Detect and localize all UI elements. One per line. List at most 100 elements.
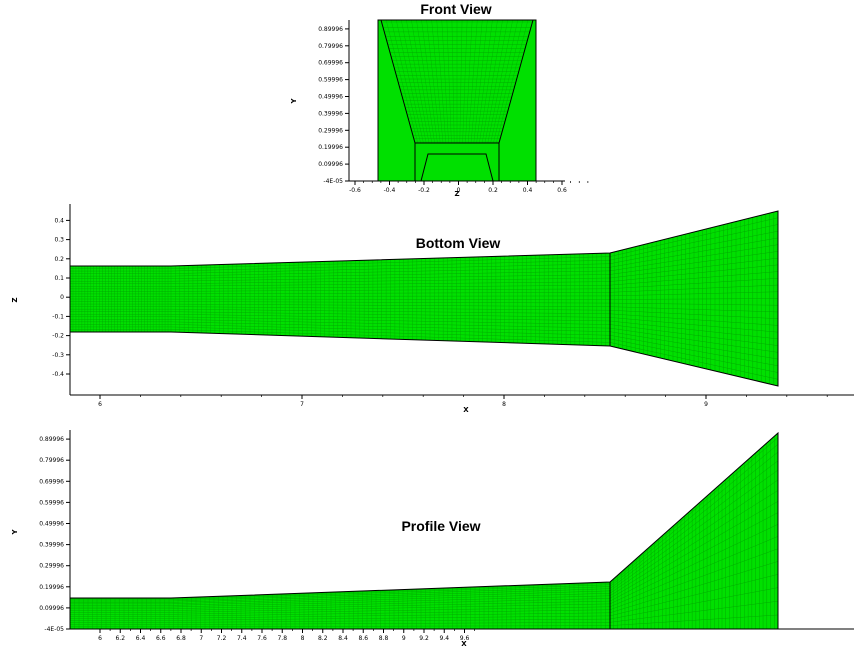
mesh-gridline — [70, 460, 779, 603]
mesh-gridline — [482, 19, 503, 144]
mesh-gridline — [70, 501, 779, 610]
profile-x-axis-label: X — [461, 640, 467, 648]
mesh-gridline — [459, 19, 463, 144]
x-tick-label: 9 — [704, 401, 708, 408]
mesh-gridline — [70, 316, 779, 346]
y-tick-label: -0.2 — [52, 333, 64, 340]
x-tick-label: 7.8 — [277, 635, 287, 642]
y-tick-label: 0.89996 — [318, 26, 343, 33]
mesh-gridline — [70, 251, 779, 282]
x-tick-label: 9.4 — [439, 635, 449, 642]
front-mesh-gridlines — [381, 19, 533, 144]
bottom-y-ticks: -0.4 -0.3 -0.2 -0.1 0 0.1 0.2 0.3 0.4 — [52, 217, 70, 378]
x-tick-label: 9 — [402, 635, 406, 642]
mesh-gridline — [70, 561, 779, 619]
y-tick-label: 0.09996 — [39, 605, 64, 612]
bottom-view-panel: Bottom View 6 7 8 9 -0.4 -0.3 -0.2 -0.1 0 0.1 0.2… — [11, 204, 854, 414]
x-tick-label: 9.2 — [419, 635, 429, 642]
mesh-gridline — [462, 19, 468, 144]
mesh-gridline — [490, 19, 518, 144]
y-tick-label: 0.69996 — [318, 60, 343, 67]
front-view-mesh — [377, 19, 537, 182]
mesh-gridline — [70, 614, 779, 628]
x-tick-label: 9.6 — [460, 635, 470, 642]
y-tick-label: 0.59996 — [318, 77, 343, 84]
front-view-axes: -0.6 -0.4 -0.2 0 0.2 0.4 0.6 -4E-05 0.09996 0.19… — [290, 20, 589, 198]
mesh-gridline — [70, 479, 779, 606]
mesh-gridline — [406, 19, 430, 144]
mesh-gridline — [70, 321, 779, 360]
profile-view-title: Profile View — [401, 518, 480, 534]
mesh-gridline — [70, 244, 779, 279]
mesh-gridline — [70, 224, 779, 272]
mesh-gridline — [470, 19, 483, 144]
mesh-gridline — [70, 271, 779, 290]
mesh-gridline — [493, 19, 524, 144]
x-tick-label: 0.4 — [523, 187, 533, 194]
bottom-mesh-outline — [69, 210, 779, 387]
bottom-view-mesh — [69, 210, 779, 387]
bottom-x-axis-label: X — [463, 406, 469, 414]
mesh-gridline — [70, 257, 779, 284]
y-tick-label: 0.49996 — [318, 94, 343, 101]
x-tick-label: 0.6 — [557, 187, 567, 194]
y-tick-label: -4E-05 — [44, 626, 64, 633]
mesh-gridline — [70, 329, 779, 380]
mesh-gridline — [70, 291, 779, 297]
mesh-gridline — [70, 319, 779, 353]
mesh-gridline — [446, 19, 452, 144]
x-tick-label: -0.2 — [418, 187, 430, 194]
profile-view-panel: Profile View 6 6.2 6.4 6.6 6.8 7 7.2 7.4 7.6 7.8 8… — [11, 430, 854, 648]
x-tick-label: 7 — [300, 401, 304, 408]
mesh-gridline — [70, 536, 779, 615]
profile-mesh-gridlines — [70, 436, 779, 629]
mesh-gridline — [70, 303, 779, 313]
mesh-gridline — [70, 298, 779, 300]
x-tick-label: 0 — [457, 187, 461, 194]
x-tick-label: 7.2 — [217, 635, 227, 642]
mesh-gridline — [70, 444, 779, 601]
x-tick-label: 8.6 — [358, 635, 368, 642]
mesh-gridline — [468, 19, 478, 144]
y-tick-label: 0.09996 — [318, 161, 343, 168]
x-tick-label: 6.6 — [156, 635, 166, 642]
mesh-gridline — [421, 19, 438, 144]
mesh-gridline — [70, 237, 779, 277]
mesh-gridline — [70, 587, 779, 623]
profile-x-ticks: 6 6.2 6.4 6.6 6.8 7 7.2 7.4 7.6 7.8 8 8.2 8.4 8.6 8.8 9… — [98, 629, 475, 642]
mesh-gridline — [385, 19, 418, 144]
y-tick-label: 0.29996 — [318, 127, 343, 134]
mesh-gridline — [465, 19, 473, 144]
x-tick-label: 8 — [502, 401, 506, 408]
mesh-gridline — [476, 19, 493, 144]
mesh-gridline — [487, 19, 513, 144]
x-tick-label: 8.2 — [318, 635, 328, 642]
mesh-gridline — [390, 19, 421, 144]
mesh-gridline — [411, 19, 432, 144]
y-tick-label: 0.59996 — [39, 499, 64, 506]
mesh-gridline — [70, 217, 779, 269]
front-x-ticks: -0.6 -0.4 -0.2 0 0.2 0.4 0.6 — [349, 181, 589, 194]
x-tick-label: -0.6 — [349, 187, 361, 194]
y-tick-label: 0.2 — [54, 256, 64, 263]
y-tick-label: 0.39996 — [318, 110, 343, 117]
x-tick-label: 6.2 — [115, 635, 125, 642]
y-tick-label: 0.39996 — [39, 542, 64, 549]
mesh-gridline — [70, 278, 779, 292]
x-tick-label: 7.6 — [257, 635, 267, 642]
y-tick-label: -0.1 — [52, 313, 64, 320]
mesh-gridline — [70, 230, 779, 274]
mesh-gridline — [416, 19, 435, 144]
mesh-gridline — [484, 19, 508, 144]
mesh-gridline — [70, 600, 779, 625]
y-tick-label: 0.69996 — [39, 478, 64, 485]
y-tick-label: -4E-05 — [323, 178, 343, 185]
y-tick-label: 0.3 — [54, 237, 64, 244]
mesh-gridline — [70, 524, 779, 613]
mesh-gridline — [70, 306, 779, 319]
mesh-gridline — [70, 490, 779, 608]
mesh-gridline — [70, 324, 779, 367]
x-tick-label: 6.8 — [176, 635, 186, 642]
front-y-axis-label: Y — [290, 98, 298, 105]
x-tick-label: -0.4 — [384, 187, 396, 194]
